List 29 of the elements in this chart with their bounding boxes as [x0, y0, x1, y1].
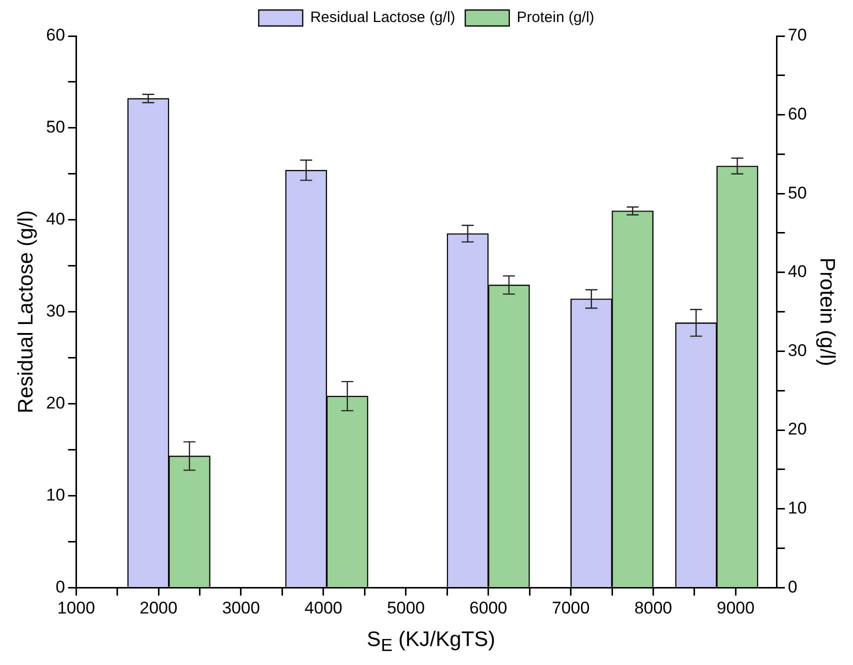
x-tick-label: 6000 [469, 598, 508, 618]
legend-label: Protein (g/l) [516, 9, 594, 26]
y2-tick-label: 30 [788, 340, 807, 360]
y-tick-label: 20 [46, 393, 66, 412]
y2-tick-label: 70 [788, 26, 807, 45]
y2-tick-label: 10 [788, 498, 807, 518]
y2-tick-label: 0 [788, 577, 798, 596]
y-tick-label: 40 [46, 210, 66, 229]
x-axis-title: S$_{E}$ (KJ/KgTS) [366, 628, 496, 656]
y2-tick-label: 50 [788, 183, 807, 202]
y2-tick-label: 40 [788, 262, 807, 282]
x-tick-label: 9000 [716, 598, 755, 618]
y-tick-label: 10 [46, 485, 66, 504]
y-tick-label: 0 [56, 577, 66, 596]
x-tick-label: 2000 [140, 598, 178, 618]
y-axis-title: Residual Lactose (g/l) [14, 210, 38, 414]
x-tick-label: 8000 [634, 598, 672, 618]
y2-tick-label: 20 [788, 420, 807, 439]
y-tick-label: 50 [46, 118, 66, 137]
y-tick-label: 60 [46, 26, 66, 45]
y2-axis-title: Protein (g/l) [816, 258, 839, 366]
y-tick-label: 30 [46, 301, 66, 320]
x-tick-label: 1000 [57, 598, 96, 618]
y2-tick-label: 60 [788, 104, 807, 124]
x-tick-label: 5000 [386, 598, 425, 618]
x-tick-label: 7000 [552, 598, 590, 618]
x-tick-label: 4000 [304, 598, 342, 618]
x-tick-label: 3000 [222, 598, 260, 618]
legend-label: Residual Lactose (g/l) [310, 9, 456, 26]
